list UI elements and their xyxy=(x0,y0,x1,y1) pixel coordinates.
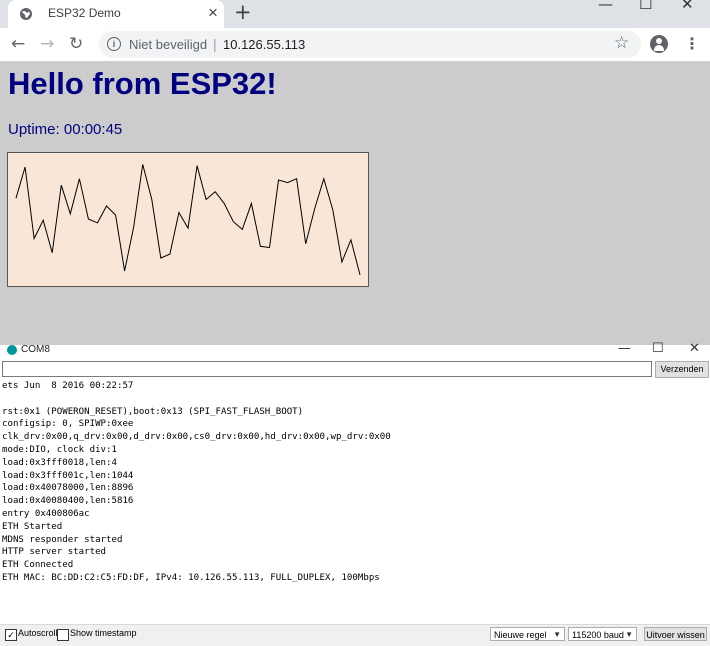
security-label[interactable]: Niet beveiligd xyxy=(129,37,208,52)
line-ending-select[interactable]: Nieuwe regel ▼ xyxy=(490,627,565,641)
globe-icon xyxy=(20,8,32,20)
line-chart xyxy=(7,152,369,287)
serial-monitor-window: COM8 — ☐ ✕ Verzenden ets Jun 8 2016 00:2… xyxy=(0,341,710,646)
series-line xyxy=(15,164,361,276)
chevron-down-icon: ▼ xyxy=(553,630,561,639)
serial-line: load:0x40078000,len:8896 xyxy=(2,483,134,494)
serial-line: rst:0x1 (POWERON_RESET),boot:0x13 (SPI_F… xyxy=(2,406,304,417)
chevron-down-icon: ▼ xyxy=(625,630,633,639)
serial-minimize-icon[interactable]: — xyxy=(618,341,631,356)
url-text[interactable]: 10.126.55.113 xyxy=(223,37,306,52)
serial-line: ETH Connected xyxy=(2,560,74,571)
tab-title: ESP32 Demo xyxy=(48,6,121,20)
serial-maximize-icon[interactable]: ☐ xyxy=(652,341,664,356)
tab-bar: ESP32 Demo × + — ☐ ✕ xyxy=(0,0,710,28)
serial-line: ETH Started xyxy=(2,521,63,532)
serial-line: MDNS responder started xyxy=(2,534,123,545)
serial-line: clk_drv:0x00,q_drv:0x00,d_drv:0x00,cs0_d… xyxy=(2,432,391,443)
info-icon[interactable]: i xyxy=(107,37,121,51)
address-bar[interactable]: i Niet beveiligd | 10.126.55.113 ☆ xyxy=(99,31,641,58)
serial-line: load:0x3fff0018,len:4 xyxy=(2,457,117,468)
timestamp-checkbox[interactable] xyxy=(57,629,69,641)
serial-close-icon[interactable]: ✕ xyxy=(689,341,700,356)
uptime-value: 00:00:45 xyxy=(63,121,123,138)
send-button[interactable]: Verzenden xyxy=(655,361,709,378)
autoscroll-checkbox[interactable]: ✓ xyxy=(5,629,17,641)
serial-line: ets Jun 8 2016 00:22:57 xyxy=(2,381,134,391)
url-separator: | xyxy=(213,36,217,52)
arduino-icon xyxy=(7,345,17,355)
serial-line: configsip: 0, SPIWP:0xee xyxy=(2,419,134,430)
reload-icon[interactable]: ↻ xyxy=(69,34,84,54)
baud-select[interactable]: 115200 baud ▼ xyxy=(568,627,637,641)
serial-line: mode:DIO, clock div:1 xyxy=(2,444,117,455)
serial-line xyxy=(2,393,702,406)
tab-esp32-demo[interactable]: ESP32 Demo × xyxy=(8,0,224,28)
browser-toolbar: ← → ↻ i Niet beveiligd | 10.126.55.113 ☆… xyxy=(0,28,710,62)
autoscroll-label[interactable]: Autoscroll xyxy=(18,628,58,638)
close-window-icon[interactable]: ✕ xyxy=(681,0,694,13)
clear-output-button[interactable]: Uitvoer wissen xyxy=(644,627,707,641)
timestamp-label[interactable]: Show timestamp xyxy=(70,628,137,638)
kebab-menu-icon[interactable]: ⋮ xyxy=(684,34,700,53)
uptime-text: Uptime: 00:00:45 xyxy=(8,121,122,138)
serial-line: ETH MAC: BC:DD:C2:C5:FD:DF, IPv4: 10.126… xyxy=(2,572,380,583)
chart-background xyxy=(7,152,369,287)
serial-title: COM8 xyxy=(21,344,50,355)
page-heading: Hello from ESP32! xyxy=(8,66,277,101)
uptime-label: Uptime: xyxy=(8,121,60,138)
serial-line: entry 0x400806ac xyxy=(2,508,90,519)
maximize-icon[interactable]: ☐ xyxy=(639,0,653,13)
forward-icon[interactable]: → xyxy=(40,34,55,54)
serial-line: HTTP server started xyxy=(2,547,107,558)
bookmark-star-icon[interactable]: ☆ xyxy=(614,33,630,53)
serial-titlebar: COM8 — ☐ ✕ xyxy=(0,341,710,359)
browser-window: ESP32 Demo × + — ☐ ✕ ← → ↻ i Niet beveil… xyxy=(0,0,710,345)
tab-close-icon[interactable]: × xyxy=(208,3,218,22)
serial-footer: ✓ Autoscroll Show timestamp Nieuwe regel… xyxy=(0,624,710,646)
back-icon[interactable]: ← xyxy=(11,34,26,54)
serial-send-input[interactable] xyxy=(2,361,652,377)
minimize-icon[interactable]: — xyxy=(598,0,613,13)
serial-line: load:0x3fff001c,len:1044 xyxy=(2,470,134,481)
baud-value: 115200 baud xyxy=(572,630,624,640)
line-ending-value: Nieuwe regel xyxy=(494,630,547,640)
new-tab-button[interactable]: + xyxy=(234,0,252,24)
profile-avatar-icon[interactable] xyxy=(650,35,668,53)
serial-line: load:0x40080400,len:5816 xyxy=(2,496,134,507)
serial-output: ets Jun 8 2016 00:22:57 rst:0x1 (POWERON… xyxy=(2,380,702,620)
